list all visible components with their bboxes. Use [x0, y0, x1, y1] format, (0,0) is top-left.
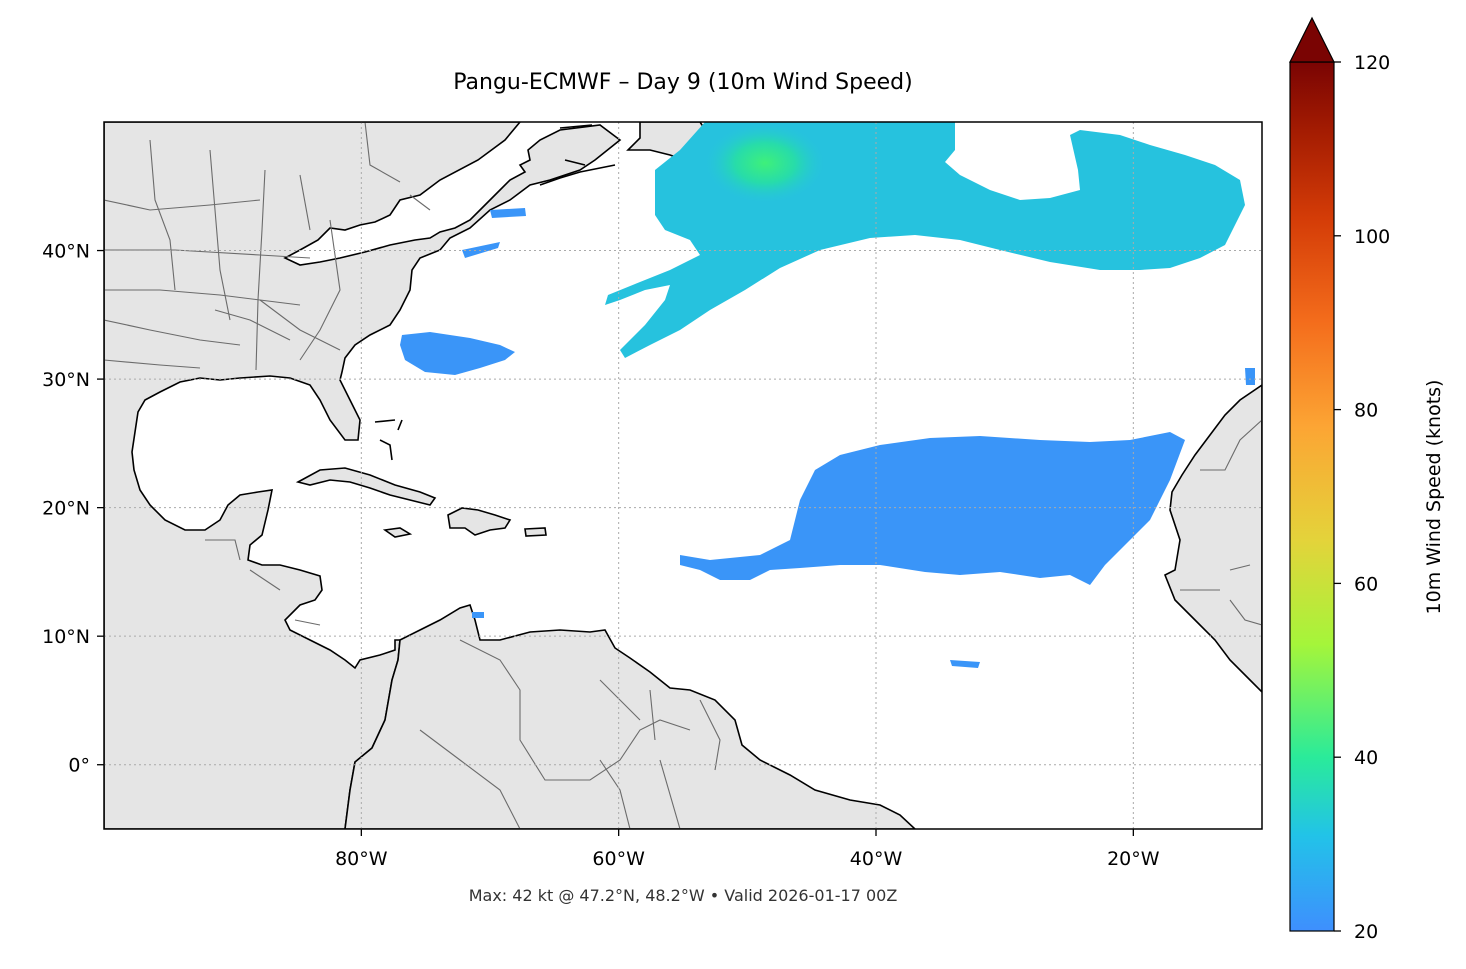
- map-frame: [103, 121, 1263, 830]
- colorbar-label: 10m Wind Speed (knots): [1423, 380, 1445, 615]
- lon-tick-label: 20°W: [1107, 848, 1160, 870]
- footer-note: Max: 42 kt @ 47.2°N, 48.2°W • Valid 2026…: [468, 886, 898, 905]
- wind-speck-east-us: [462, 208, 526, 258]
- land-puerto-rico: [524, 527, 547, 537]
- lon-tick-label: 80°W: [335, 848, 388, 870]
- land-south-america: [344, 604, 917, 829]
- wind-field: [400, 122, 1255, 668]
- colorbar-ticks: 20 40 60 80 100 120: [1334, 52, 1390, 943]
- land-cuba: [295, 467, 437, 506]
- lat-tick-label: 40°N: [42, 241, 90, 263]
- colorbar-gradient: [1289, 61, 1335, 932]
- land-north-america: [104, 122, 622, 829]
- wind-region-subtropical: [680, 432, 1185, 585]
- lat-tick-label: 30°N: [42, 369, 90, 391]
- colorbar-tick-label: 80: [1354, 400, 1378, 422]
- chart-title: Pangu-ECMWF – Day 9 (10m Wind Speed): [453, 70, 913, 95]
- wind-region-bermuda: [400, 332, 515, 375]
- lat-tick-label: 0°: [68, 755, 90, 777]
- land-africa: [1163, 384, 1262, 694]
- land-bahamas: [374, 419, 403, 461]
- colorbar: 20 40 60 80 100 120 10m Wind Speed (knots): [1289, 16, 1445, 943]
- lat-tick-label: 10°N: [42, 626, 90, 648]
- lon-tick-label: 60°W: [592, 848, 645, 870]
- colorbar-extend-arrow: [1289, 16, 1335, 63]
- gridlines: [104, 122, 1262, 829]
- colorbar-tick-label: 40: [1354, 747, 1378, 769]
- colorbar-tick-label: 120: [1354, 52, 1390, 74]
- wind-max-core: [705, 123, 825, 203]
- lon-tick-label: 40°W: [850, 848, 903, 870]
- land-jamaica: [382, 527, 413, 538]
- colorbar-tick-label: 60: [1354, 573, 1378, 595]
- axis-ticks: 80°W 60°W 40°W 20°W 40°N 30°N 20°N 10°N 0°: [42, 241, 1160, 870]
- land-nova-scotia: [539, 124, 616, 186]
- lat-tick-label: 20°N: [42, 498, 90, 520]
- colorbar-tick-label: 20: [1354, 921, 1378, 943]
- map-area: [104, 122, 1262, 829]
- land-hispaniola: [447, 507, 512, 536]
- colorbar-tick-label: 100: [1354, 226, 1390, 248]
- country-borders: [104, 122, 1262, 829]
